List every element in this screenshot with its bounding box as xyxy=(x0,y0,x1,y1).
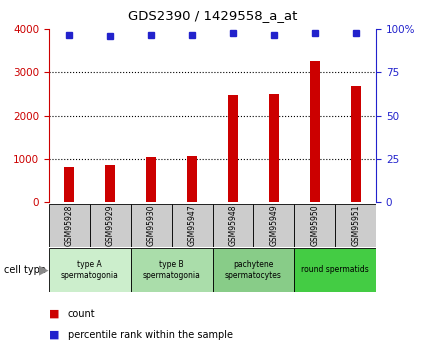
Bar xyxy=(49,248,131,292)
Bar xyxy=(172,204,212,247)
Text: ■: ■ xyxy=(49,309,60,319)
Bar xyxy=(146,157,156,202)
Text: round spermatids: round spermatids xyxy=(301,265,369,275)
Bar xyxy=(335,204,376,247)
Text: GSM95930: GSM95930 xyxy=(147,204,156,246)
Bar xyxy=(351,86,361,202)
Bar xyxy=(90,204,131,247)
Bar xyxy=(269,94,279,202)
Text: cell type: cell type xyxy=(4,265,46,275)
Text: type B
spermatogonia: type B spermatogonia xyxy=(143,260,201,280)
Bar xyxy=(228,95,238,202)
Text: GDS2390 / 1429558_a_at: GDS2390 / 1429558_a_at xyxy=(128,9,297,22)
Bar xyxy=(105,165,115,202)
Bar xyxy=(212,204,253,247)
Text: GSM95950: GSM95950 xyxy=(310,204,319,246)
Bar xyxy=(253,204,294,247)
Bar xyxy=(310,61,320,202)
Text: GSM95948: GSM95948 xyxy=(229,204,238,246)
Text: count: count xyxy=(68,309,96,319)
Bar xyxy=(49,204,90,247)
Bar xyxy=(187,156,197,202)
Text: percentile rank within the sample: percentile rank within the sample xyxy=(68,330,233,339)
Text: GSM95951: GSM95951 xyxy=(351,204,360,246)
Text: GSM95947: GSM95947 xyxy=(187,204,196,246)
Text: type A
spermatogonia: type A spermatogonia xyxy=(61,260,119,280)
Text: GSM95949: GSM95949 xyxy=(269,204,278,246)
Bar xyxy=(294,248,376,292)
Bar xyxy=(64,167,74,202)
Bar xyxy=(131,248,212,292)
Text: GSM95929: GSM95929 xyxy=(106,204,115,246)
Bar xyxy=(294,204,335,247)
Text: pachytene
spermatocytes: pachytene spermatocytes xyxy=(225,260,282,280)
Text: GSM95928: GSM95928 xyxy=(65,205,74,246)
Bar xyxy=(131,204,172,247)
Bar xyxy=(212,248,294,292)
Text: ▶: ▶ xyxy=(40,264,49,276)
Text: ■: ■ xyxy=(49,330,60,339)
